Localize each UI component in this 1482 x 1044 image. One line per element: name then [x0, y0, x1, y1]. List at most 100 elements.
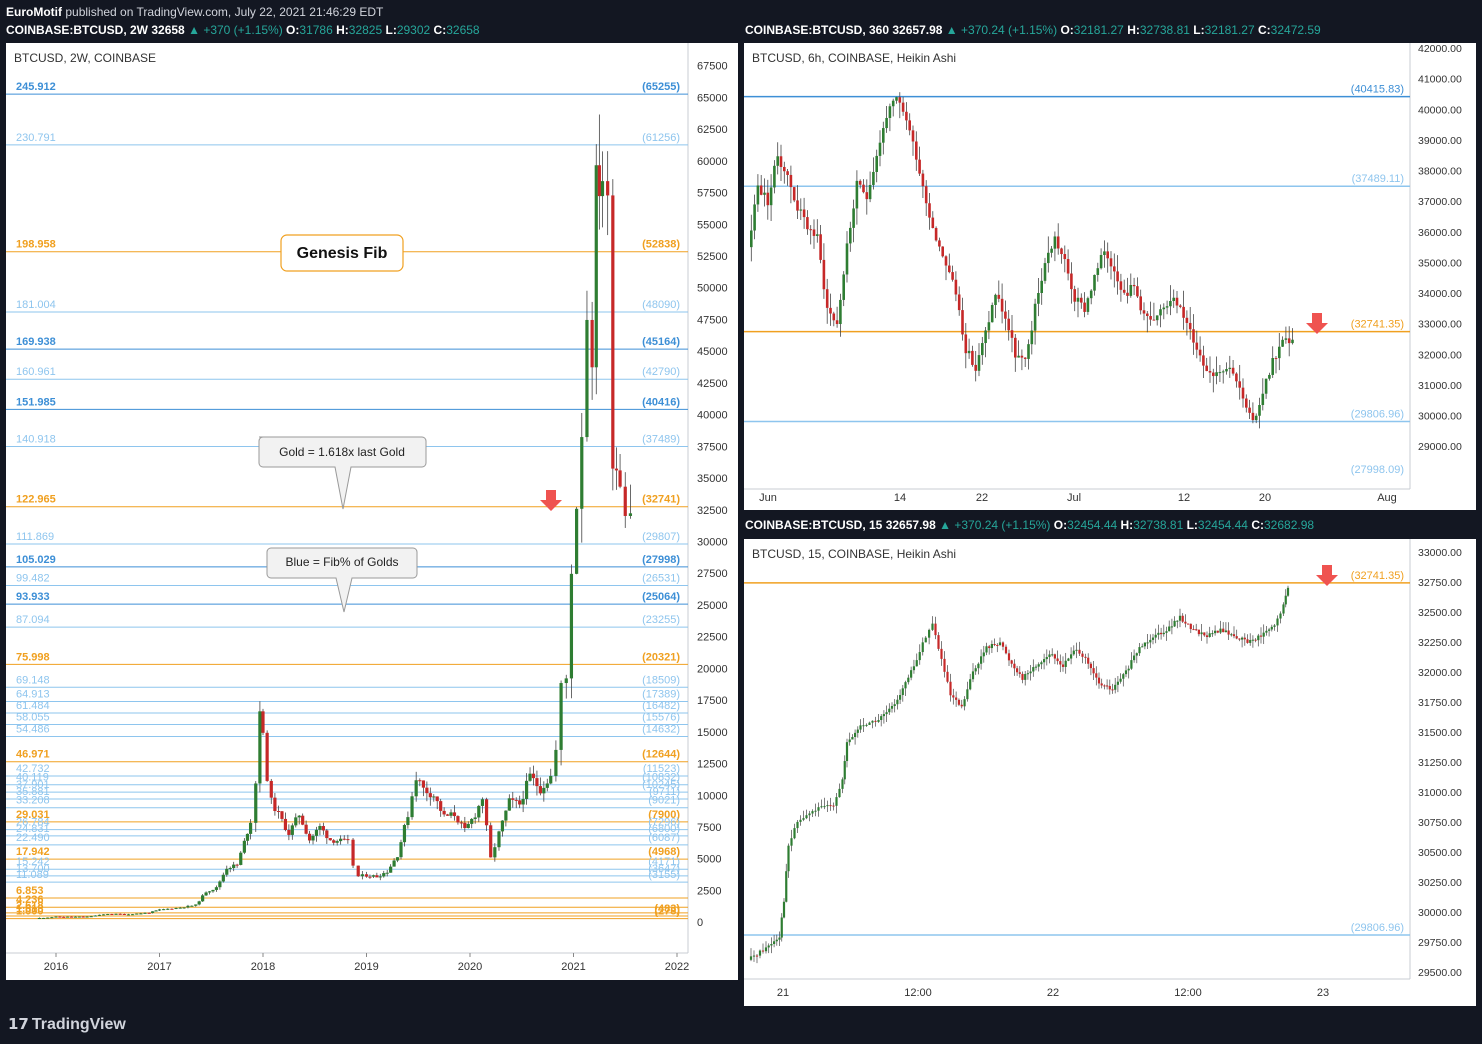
candle: [1070, 654, 1073, 659]
candle: [1096, 268, 1100, 275]
fib-ratio-label: 17.942: [16, 846, 50, 858]
candle: [1270, 626, 1273, 630]
candle: [157, 909, 162, 911]
candle: [756, 185, 760, 205]
right-bottom-chart-panel[interactable]: 33000.00 32750.00 32500.00 32250.00 32000.00…: [744, 539, 1476, 1006]
level-label: (40415.83): [1351, 84, 1404, 96]
candle: [759, 185, 763, 195]
candle: [845, 243, 849, 275]
candle: [792, 187, 796, 201]
candle: [811, 811, 814, 814]
candle: [122, 914, 126, 916]
y-tick-label: 29750.00: [1418, 937, 1462, 949]
candle: [770, 944, 773, 946]
candle: [418, 780, 422, 782]
candle: [960, 704, 963, 707]
candle: [1146, 313, 1149, 317]
candle: [1235, 373, 1238, 382]
fib-price-label: (27998): [642, 554, 680, 566]
fib-price-label: (32741): [642, 494, 680, 506]
fib-ratio-label: 15.242: [16, 856, 50, 868]
candle: [865, 192, 869, 200]
candle: [1208, 371, 1212, 373]
candle: [882, 128, 885, 143]
candle: [907, 677, 910, 683]
candle: [399, 842, 403, 858]
candle: [221, 874, 225, 882]
left-chart-panel[interactable]: 67500 65000 62500 60000 57500 55000 52500 50000…: [6, 43, 738, 980]
down-arrow-icon: [540, 490, 562, 511]
candle: [1059, 661, 1062, 665]
candle: [1087, 657, 1090, 664]
candle: [1023, 357, 1027, 359]
candle: [981, 343, 984, 356]
candle: [258, 711, 262, 784]
candle: [402, 825, 407, 843]
candle: [767, 945, 770, 948]
candle: [952, 695, 955, 698]
candle: [1227, 630, 1230, 635]
candle: [785, 871, 788, 902]
candle: [261, 711, 265, 733]
candle: [521, 799, 525, 805]
candle: [1111, 689, 1114, 691]
candle: [874, 720, 877, 722]
publish-header: EuroMotif published on TradingView.com, …: [6, 5, 383, 19]
candle: [1070, 273, 1073, 290]
candle: [1010, 660, 1013, 664]
y-tick-label: 32500: [697, 505, 728, 517]
candle: [307, 833, 312, 841]
candle: [786, 171, 789, 175]
candle: [957, 699, 961, 705]
candle: [170, 908, 174, 910]
fib-price-label: (10245): [642, 779, 680, 791]
fib-price-label: (42790): [642, 366, 680, 378]
candle: [921, 173, 925, 187]
y-tick-label: 36000.00: [1418, 227, 1462, 239]
candle: [1160, 632, 1163, 635]
candle: [1284, 338, 1288, 340]
candle: [957, 294, 961, 311]
candle: [1203, 632, 1206, 636]
candle: [439, 801, 443, 811]
candle: [1130, 660, 1133, 669]
y-tick-label: 42000.00: [1418, 43, 1462, 55]
left-chart-svg[interactable]: 6750065000625006000057500550005250050000…: [6, 43, 738, 980]
y-tick-label: 35000.00: [1418, 257, 1462, 269]
gold-callout-text: Gold = 1.618x last Gold: [279, 445, 405, 459]
candle: [1139, 296, 1142, 311]
candle: [339, 838, 343, 842]
fib-price-label: (9021): [648, 795, 680, 807]
candle: [971, 671, 975, 680]
candle: [769, 187, 773, 206]
candle: [961, 310, 964, 335]
candle: [1061, 664, 1065, 667]
tradingview-logo[interactable]: 𝟭𝟳 TradingView: [8, 1015, 126, 1034]
candle: [1136, 286, 1139, 297]
fib-price-label: (15576): [642, 712, 680, 724]
candle: [463, 822, 467, 829]
candle: [763, 192, 766, 195]
fib-ratio-label: 13.700: [16, 863, 50, 875]
level-label: (29806.96): [1351, 922, 1404, 934]
candle: [752, 955, 756, 957]
right-bottom-chart-svg[interactable]: 33000.00 32750.00 32500.00 32250.00 32000.00…: [744, 539, 1476, 1006]
candle: [1114, 684, 1117, 690]
candle: [891, 100, 895, 107]
candle: [518, 800, 522, 805]
candle: [826, 805, 829, 807]
right-top-chart-svg[interactable]: 42000.00 41000.00 40000.00 39000.00 38000.00…: [744, 43, 1476, 510]
candle: [273, 797, 277, 812]
right-top-chart-panel[interactable]: 42000.00 41000.00 40000.00 39000.00 38000.00…: [744, 43, 1476, 510]
candle: [1286, 587, 1290, 596]
candle: [232, 864, 236, 868]
candle: [1254, 639, 1257, 641]
close-value: 32682.98: [1264, 518, 1315, 532]
candle: [1013, 663, 1016, 669]
high-value: 32825: [348, 23, 383, 37]
candle: [531, 773, 536, 779]
candle: [211, 889, 215, 892]
x-tick-label: 2016: [44, 961, 68, 973]
y-tick-label: 33000.00: [1418, 319, 1462, 331]
fib-price-label: (52838): [642, 239, 680, 251]
